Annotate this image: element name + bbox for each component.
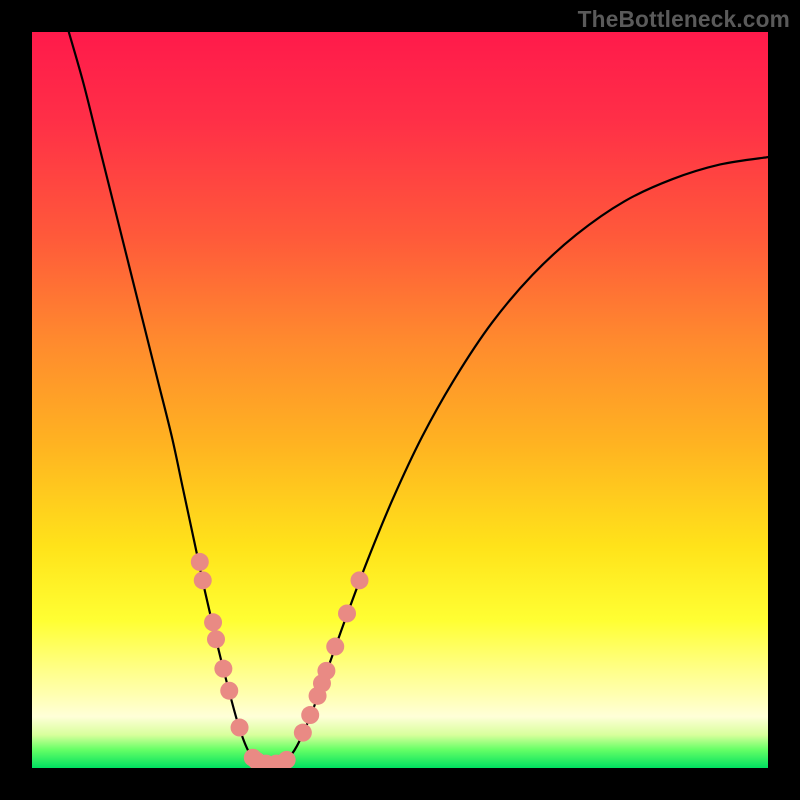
marker-point <box>204 613 222 631</box>
canvas: TheBottleneck.com <box>0 0 800 800</box>
marker-point <box>231 719 249 737</box>
marker-point <box>207 630 225 648</box>
marker-point <box>317 662 335 680</box>
bottleneck-chart <box>32 32 768 768</box>
marker-point <box>214 660 232 678</box>
marker-point <box>309 687 327 705</box>
watermark-text: TheBottleneck.com <box>578 6 790 33</box>
marker-point <box>267 755 285 768</box>
marker-point <box>294 724 312 742</box>
marker-point <box>301 706 319 724</box>
chart-svg <box>32 32 768 768</box>
marker-point <box>247 752 265 768</box>
series-bottleneck_curve <box>69 32 768 765</box>
marker-point <box>194 571 212 589</box>
marker-point <box>191 553 209 571</box>
marker-point <box>351 571 369 589</box>
marker-point <box>338 604 356 622</box>
marker-point <box>220 682 238 700</box>
marker-point <box>257 755 275 768</box>
marker-point <box>244 749 262 767</box>
marker-point <box>326 638 344 656</box>
marker-point <box>313 674 331 692</box>
marker-point <box>278 751 296 768</box>
